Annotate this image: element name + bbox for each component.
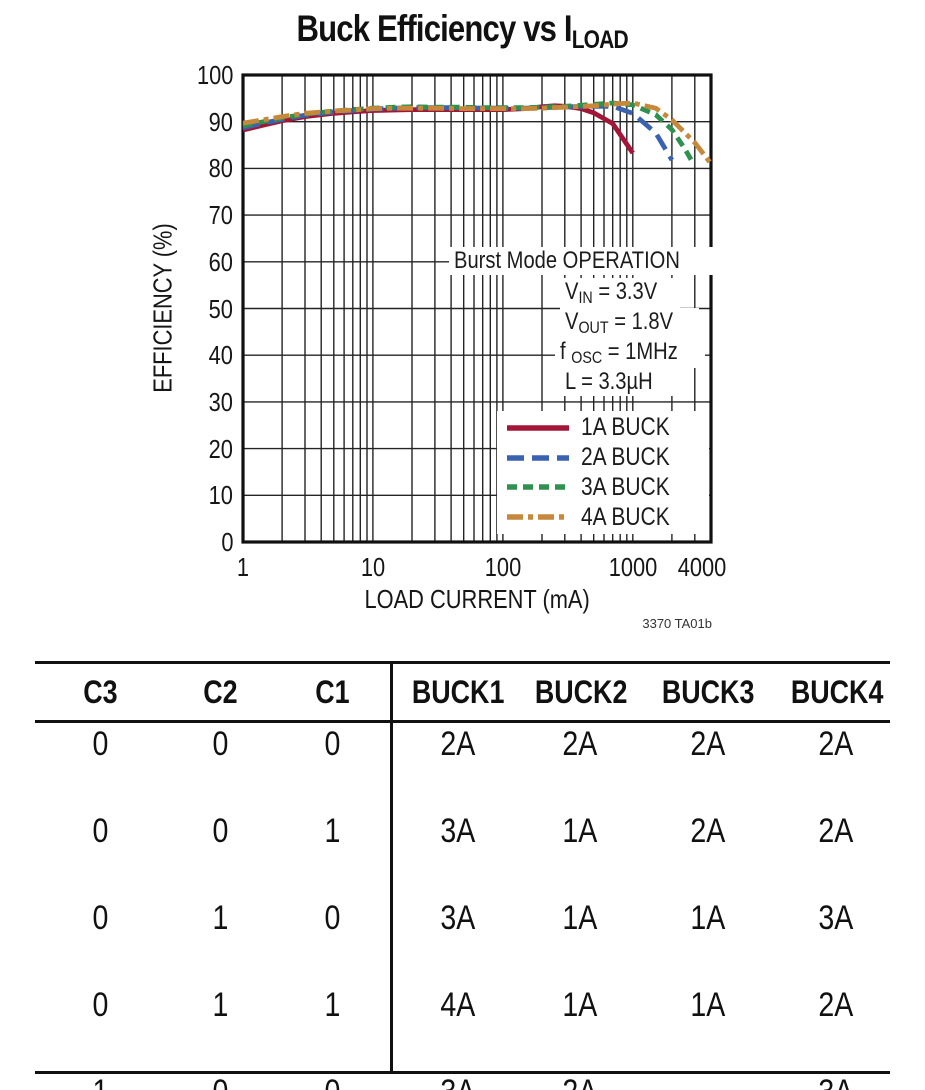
table-cell: 0 (92, 812, 108, 850)
table-cell: 2A (562, 725, 598, 763)
table-cell: 3A (440, 899, 476, 937)
x-tick-label: 1 (236, 552, 250, 582)
y-tick-label: 40 (208, 340, 233, 370)
legend-swatch (507, 425, 569, 431)
legend-item-4a-buck: 4A BUCK (497, 503, 709, 531)
y-tick-label: 20 (208, 434, 233, 464)
table-cell: 2A (818, 986, 854, 1024)
table-column-divider (390, 661, 393, 1074)
table-cell: 2A (818, 812, 854, 850)
table-cell: 0 (92, 986, 108, 1024)
table-cell: 1 (35, 1071, 165, 1090)
table-row-2: 0 1 0 3A 1A 1A 3A (35, 897, 890, 941)
annotation-line-1: VIN = 3.3V (560, 278, 680, 308)
y-axis-label: EFFICIENCY (%) (147, 223, 178, 393)
legend-swatch (507, 454, 569, 461)
legend-item-3a-buck: 3A BUCK (497, 473, 709, 501)
legend-label: 3A BUCK (581, 472, 670, 501)
x-tick-label: 4000 (677, 552, 727, 582)
legend-swatch (507, 514, 569, 520)
table-cell: 4A (440, 986, 476, 1024)
column-header-buck2: BUCK2 (534, 674, 628, 710)
chart-legend: 1A BUCK 2A BUCK 3A BUCK 4A BUCK (497, 411, 709, 534)
table-cell: 3A (818, 899, 854, 937)
annotation-line-0: Burst Mode OPERATION (449, 247, 728, 275)
table-cell: 1A (562, 812, 598, 850)
table-cell: 1A (562, 986, 598, 1024)
y-tick-label: 90 (208, 107, 233, 137)
table-cell: 0 (165, 1071, 275, 1090)
legend-label: 4A BUCK (581, 502, 670, 531)
table-cell: 0 (324, 725, 341, 763)
table-cell: 0 (212, 812, 228, 850)
config-table: C3 C2 C1 BUCK1 BUCK2 BUCK3 BUCK4 0 0 0 2A 2A 2A 2A 0 0… (35, 661, 890, 1090)
y-tick-label: 60 (208, 247, 233, 277)
legend-swatch (507, 484, 569, 491)
table-cell: 1A (690, 899, 726, 937)
y-tick-label: 100 (196, 60, 233, 90)
y-tick-label: 10 (208, 480, 233, 510)
table-rule-bottom (35, 1071, 890, 1074)
table-cell: 0 (324, 899, 341, 937)
table-row-0: 0 0 0 2A 2A 2A 2A (35, 723, 890, 767)
table-body: 0 0 0 2A 2A 2A 2A 0 0 1 3A 1A 2A 2A 0 1 0 3A 1A 1A 3A 0 1 1 4A 1A… (35, 723, 890, 1090)
legend-label: 2A BUCK (581, 443, 670, 472)
x-axis-label: LOAD CURRENT (mA) (364, 584, 590, 614)
x-tick-label: 10 (360, 552, 386, 582)
table-cell: – (634, 1071, 782, 1090)
table-cell: 0 (212, 725, 228, 763)
table-rule-top (35, 661, 890, 664)
column-header-c2: C2 (202, 674, 238, 710)
column-header-buck4: BUCK4 (790, 674, 884, 710)
table-row-3: 0 1 1 4A 1A 1A 2A (35, 984, 890, 1028)
table-cell: 2A (526, 1071, 634, 1090)
table-cell: 1A (690, 986, 726, 1024)
table-cell: 0 (92, 899, 108, 937)
legend-item-2a-buck: 2A BUCK (497, 443, 709, 472)
chart-title-subscript: LOAD (572, 26, 629, 54)
table-cell: 0 (92, 725, 108, 763)
x-tick-label: 100 (484, 552, 522, 582)
y-tick-label: 30 (208, 387, 233, 417)
figure-note: 3370 TA01b (642, 616, 712, 631)
table-rule-header (35, 720, 890, 723)
table-cell: 2A (818, 725, 854, 763)
column-header-buck3: BUCK3 (661, 674, 755, 710)
table-cell: 2A (440, 725, 476, 763)
column-header-c3: C3 (82, 674, 118, 710)
annotation-line-2: VOUT = 1.8V (560, 308, 699, 338)
chart-title-text: Buck Efficiency vs I (296, 8, 573, 49)
legend-label: 1A BUCK (581, 413, 670, 442)
table-cell: 2A (690, 812, 726, 850)
y-tick-label: 0 (220, 527, 233, 557)
y-tick-label: 50 (208, 294, 233, 324)
annotation-line-3: f OSC = 1MHz (555, 338, 706, 368)
table-cell: 1 (324, 812, 341, 850)
table-cell: 3A (440, 812, 476, 850)
table-row-4: 1003A2A–3A (35, 1071, 890, 1090)
table-cell: 1 (212, 986, 228, 1024)
table-cell: 1 (212, 899, 228, 937)
chart-title: Buck Efficiency vs ILOAD (0, 8, 925, 54)
legend-item-1a-buck: 1A BUCK (497, 413, 709, 442)
y-tick-label: 70 (208, 200, 233, 230)
table-cell: 1A (562, 899, 598, 937)
x-tick-label: 1000 (608, 552, 658, 582)
table-cell: 3A (390, 1071, 526, 1090)
table-header-row: C3 C2 C1 BUCK1 BUCK2 BUCK3 BUCK4 (35, 667, 890, 720)
table-cell: 2A (690, 725, 726, 763)
efficiency-plot (241, 73, 713, 544)
column-header-buck1: BUCK1 (411, 674, 505, 710)
y-tick-label: 80 (208, 153, 233, 183)
table-cell: 3A (782, 1071, 890, 1090)
table-cell: 0 (275, 1071, 390, 1090)
table-cell: 1 (324, 986, 341, 1024)
table-row-1: 0 0 1 3A 1A 2A 2A (35, 810, 890, 854)
annotation-line-4: L = 3.3µH (560, 368, 675, 396)
column-header-c1: C1 (315, 674, 350, 710)
